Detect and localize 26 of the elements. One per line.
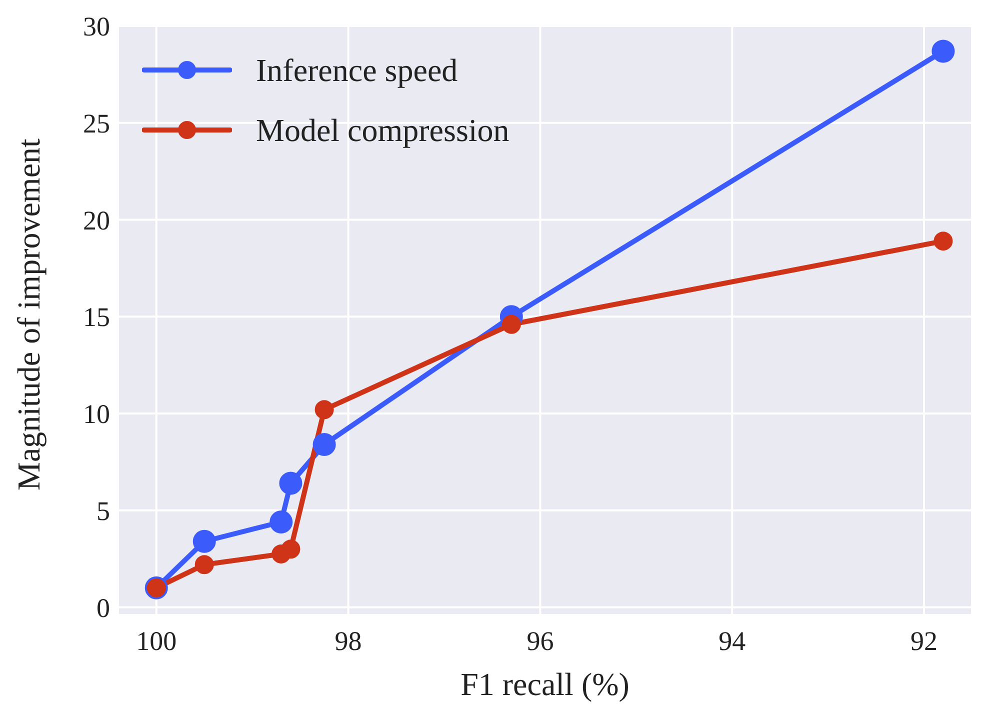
point xyxy=(934,232,953,251)
y-axis-title: Magnitude of improvement xyxy=(10,138,46,490)
x-tick-label: 98 xyxy=(334,626,362,656)
point xyxy=(502,314,521,334)
y-tick-label: 30 xyxy=(83,12,110,42)
x-tick-label: 96 xyxy=(526,626,554,656)
y-tick-label: 0 xyxy=(96,592,110,623)
point xyxy=(314,400,334,420)
legend-label: Model compression xyxy=(256,111,510,150)
y-tick-label: 15 xyxy=(83,302,110,332)
x-tick-label: 100 xyxy=(136,626,177,656)
y-tick-label: 10 xyxy=(83,399,110,430)
point xyxy=(281,540,300,559)
x-tick-label: 94 xyxy=(718,626,746,656)
legend-label: Inference speed xyxy=(256,51,458,90)
x-axis-title: F1 recall (%) xyxy=(460,666,630,702)
point xyxy=(194,555,214,574)
point xyxy=(312,433,336,456)
point xyxy=(279,472,302,495)
point xyxy=(932,40,955,63)
point xyxy=(270,510,293,534)
y-tick-label: 20 xyxy=(83,205,110,236)
point xyxy=(192,530,216,553)
y-tick-label: 5 xyxy=(96,496,110,526)
y-tick-label: 25 xyxy=(83,108,110,138)
x-tick-label: 92 xyxy=(910,626,938,656)
